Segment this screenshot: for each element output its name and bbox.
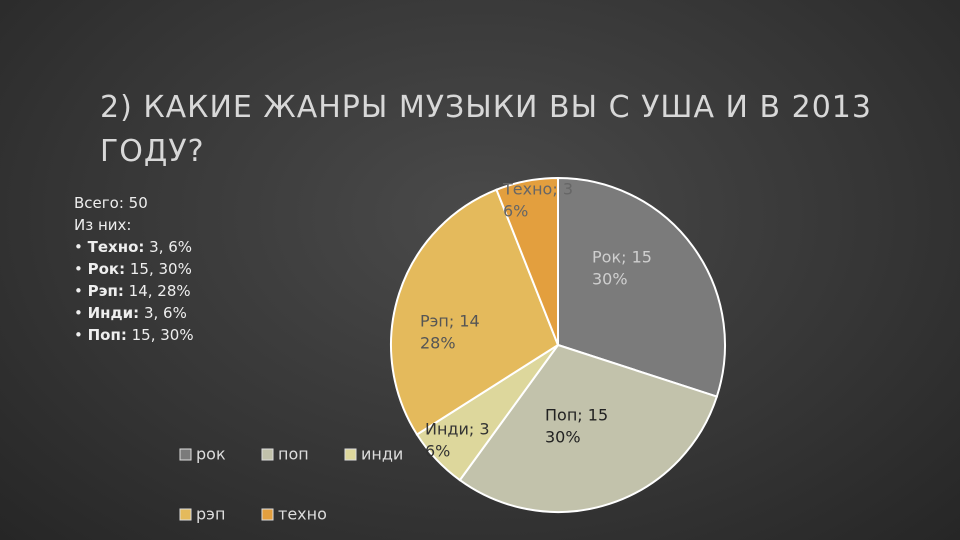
- pie-slice: [495, 176, 559, 346]
- pie-slice: [458, 343, 719, 513]
- legend-swatch: [261, 448, 274, 461]
- note-name: Инди:: [87, 304, 140, 322]
- note-name: Рэп:: [87, 282, 124, 300]
- data-label: Инди; 3: [425, 420, 490, 439]
- percent-label: 6%: [503, 202, 528, 221]
- note-name: Поп:: [87, 326, 127, 344]
- note-text: 3, 6%: [143, 304, 187, 322]
- note-item: • Рэп: 14, 28%: [74, 282, 191, 300]
- pie-slice: [390, 188, 560, 436]
- of-which: Из них:: [74, 216, 132, 234]
- note-name: Техно:: [87, 238, 145, 256]
- notes: Всего: 50 Из них: • Техно: 3, 6% • Рок: 1…: [74, 192, 194, 346]
- chart-title: 2) КАКИЕ ЖАНРЫ МУЗЫКИ ВЫ С УША И В 2013 …: [100, 90, 872, 169]
- legend-swatch: [179, 508, 192, 521]
- data-label: Рок; 15: [592, 248, 652, 267]
- note-text: 14, 28%: [128, 282, 191, 300]
- data-label: Поп; 15: [545, 406, 608, 425]
- legend-swatch: [261, 508, 274, 521]
- legend-label: техно: [278, 505, 327, 524]
- legend-label: инди: [361, 445, 403, 464]
- legend-swatch: [344, 448, 357, 461]
- note-name: Рок:: [87, 260, 126, 278]
- data-label: Техно; 3: [502, 180, 573, 199]
- legend-label: поп: [278, 445, 309, 464]
- note-item: • Инди: 3, 6%: [74, 304, 187, 322]
- percent-label: 30%: [592, 270, 628, 289]
- pie-slice: [557, 176, 726, 398]
- total: Всего: 50: [74, 194, 148, 212]
- legend-label: рок: [196, 445, 226, 464]
- legend-swatch: [179, 448, 192, 461]
- percent-label: 6%: [425, 442, 450, 461]
- legend-label: рэп: [196, 505, 225, 524]
- percent-label: 28%: [420, 334, 456, 353]
- data-label: Рэп; 14: [420, 312, 480, 331]
- note-items: • Техно: 3, 6% • Рок: 15, 30% • Рэп: 14, 2…: [74, 236, 194, 346]
- note-text: 15, 30%: [131, 326, 194, 344]
- note-item: • Рок: 15, 30%: [74, 260, 192, 278]
- percent-label: 30%: [545, 428, 581, 447]
- note-item: • Техно: 3, 6%: [74, 238, 193, 256]
- note-text: 3, 6%: [149, 238, 193, 256]
- note-text: 15, 30%: [129, 260, 192, 278]
- note-item: • Поп: 15, 30%: [74, 326, 194, 344]
